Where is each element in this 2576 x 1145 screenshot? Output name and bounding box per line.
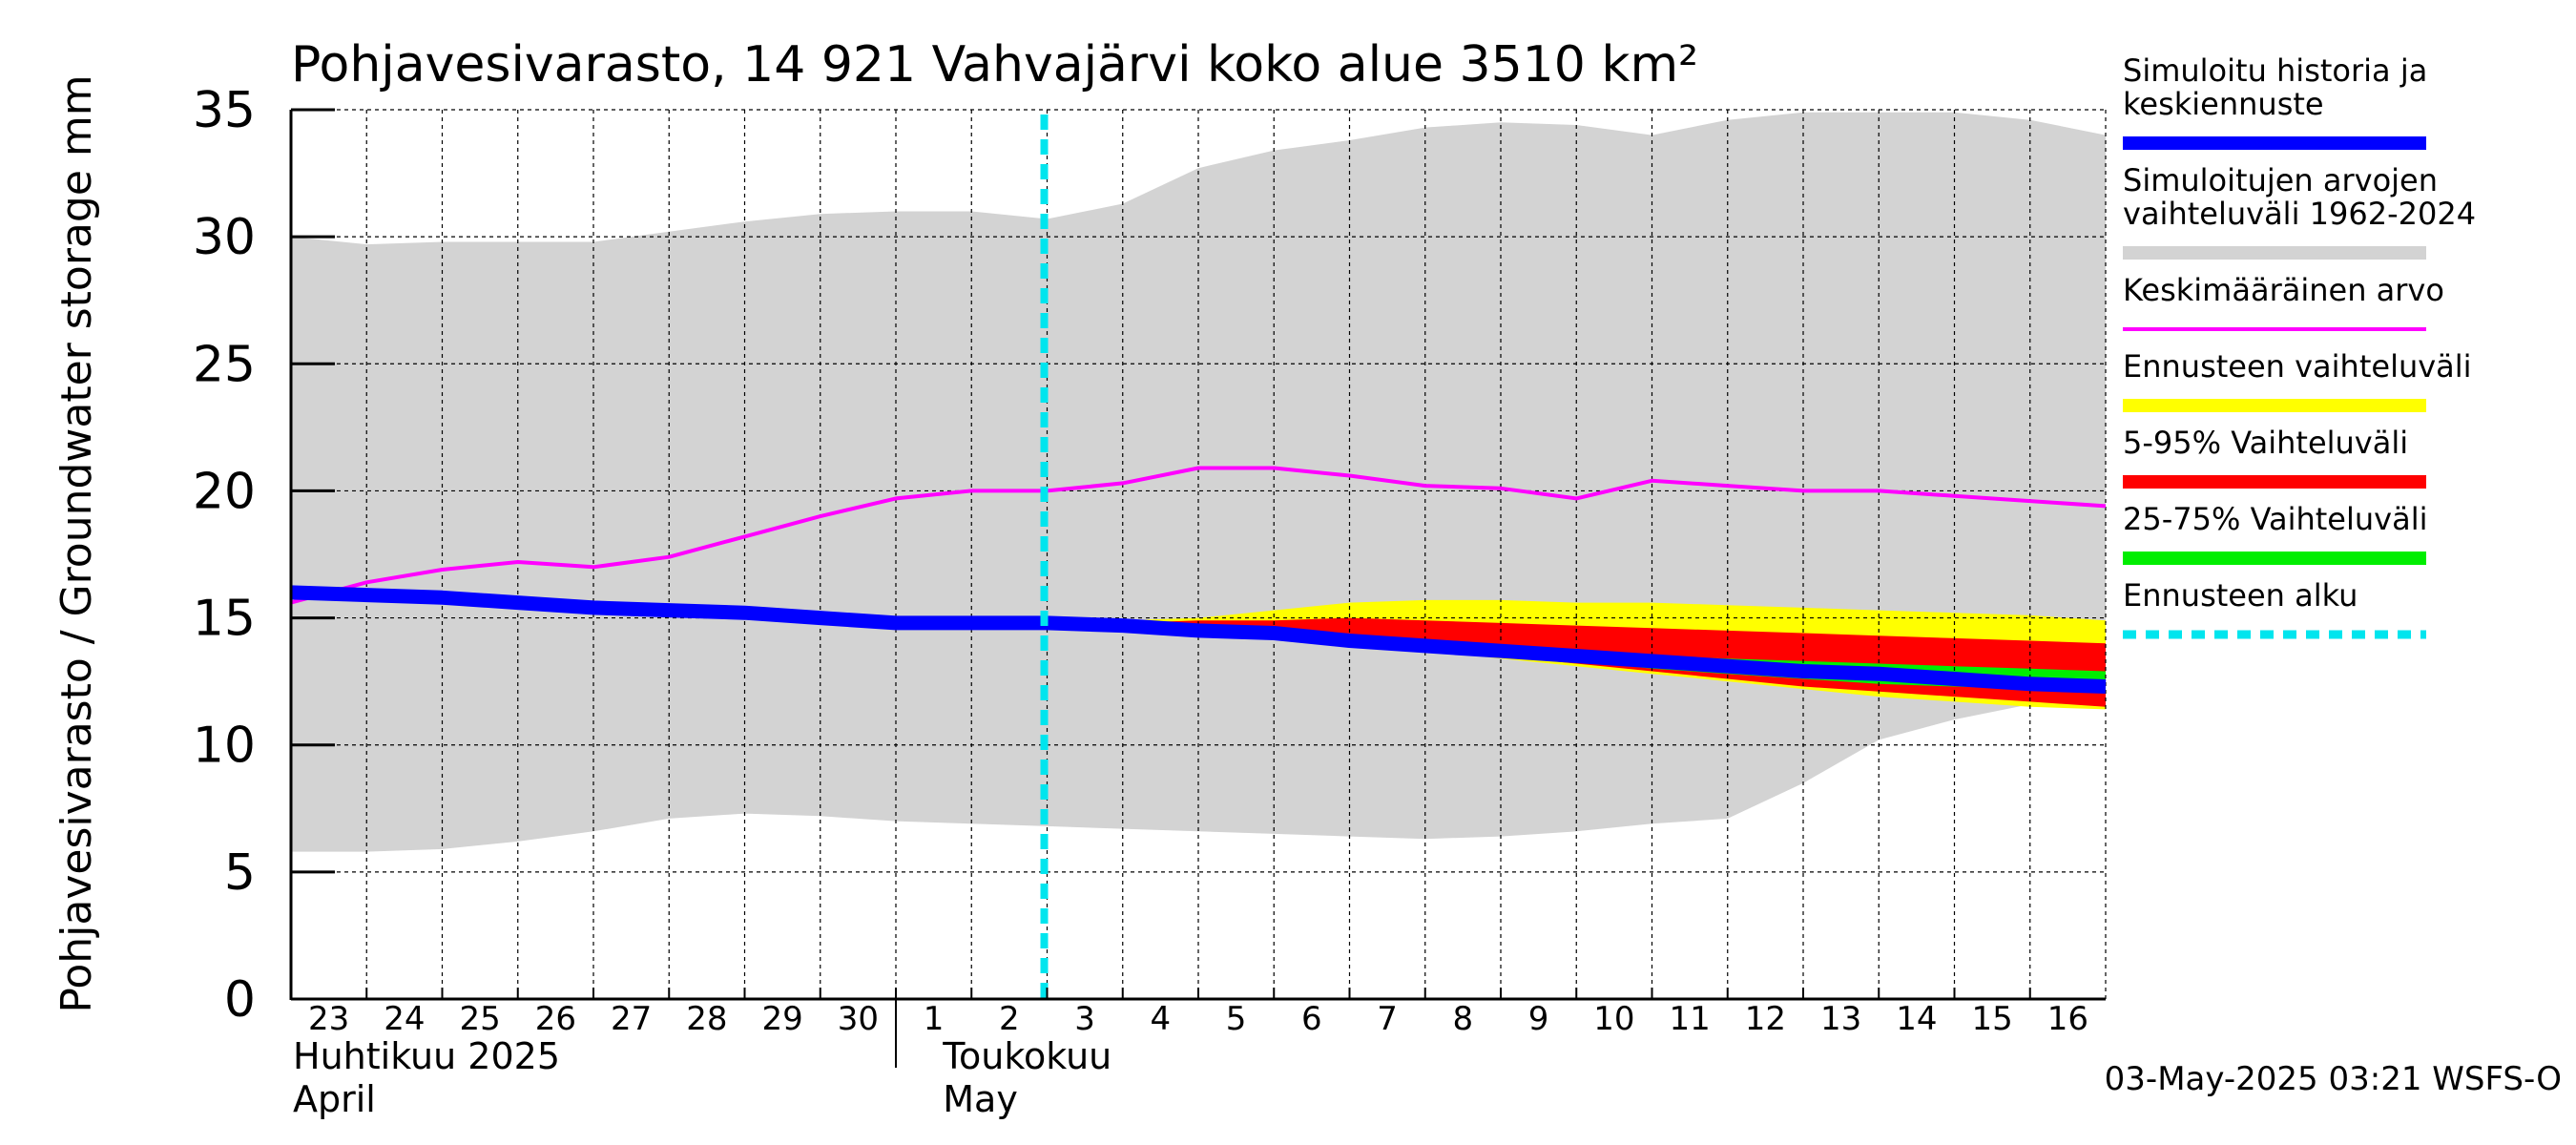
x-tick-label: 23 <box>308 1000 349 1038</box>
legend-label: Simuloitujen arvojen <box>2123 162 2438 198</box>
band-0 <box>291 112 2106 852</box>
month-label-fi: Toukokuu <box>942 1035 1111 1077</box>
x-tick-label: 29 <box>761 1000 802 1038</box>
x-tick-label: 27 <box>611 1000 652 1038</box>
legend-label: 5-95% Vaihteluväli <box>2123 425 2408 461</box>
y-tick-label: 0 <box>224 971 256 1029</box>
timestamp-footer: 03-May-2025 03:21 WSFS-O <box>2105 1060 2562 1098</box>
x-tick-label: 11 <box>1669 1000 1710 1038</box>
y-tick-label: 25 <box>193 336 256 393</box>
y-tick-label: 15 <box>193 591 256 648</box>
x-tick-label: 12 <box>1745 1000 1786 1038</box>
x-tick-label: 26 <box>535 1000 576 1038</box>
x-tick-label: 1 <box>924 1000 945 1038</box>
x-tick-label: 3 <box>1074 1000 1095 1038</box>
legend-label: Simuloitu historia ja <box>2123 52 2427 89</box>
chart-title: Pohjavesivarasto, 14 921 Vahvajärvi koko… <box>291 36 1698 94</box>
x-tick-label: 14 <box>1896 1000 1937 1038</box>
x-tick-label: 15 <box>1971 1000 2012 1038</box>
month-label-en: April <box>293 1078 376 1120</box>
x-tick-label: 16 <box>2047 1000 2088 1038</box>
x-tick-label: 24 <box>384 1000 425 1038</box>
x-tick-label: 6 <box>1301 1000 1322 1038</box>
x-tick-label: 13 <box>1820 1000 1861 1038</box>
y-tick-label: 30 <box>193 209 256 266</box>
y-tick-label: 5 <box>224 844 256 902</box>
x-tick-label: 4 <box>1151 1000 1172 1038</box>
y-axis-label: Pohjavesivarasto / Groundwater storage m… <box>52 74 101 1012</box>
month-label-en: May <box>943 1078 1018 1120</box>
y-tick-label: 35 <box>193 82 256 139</box>
series-line-mean <box>290 466 2107 605</box>
legend-label: vaihteluväli 1962-2024 <box>2123 196 2476 232</box>
series-line-main <box>290 585 2107 694</box>
x-tick-label: 25 <box>459 1000 500 1038</box>
legend-label: 25-75% Vaihteluväli <box>2123 501 2427 537</box>
y-tick-label: 10 <box>193 718 256 775</box>
legend-label: Keskimääräinen arvo <box>2123 272 2444 308</box>
x-tick-label: 5 <box>1226 1000 1247 1038</box>
bands-layer <box>291 112 2106 852</box>
x-tick-label: 2 <box>999 1000 1020 1038</box>
grid-layer <box>291 109 2107 999</box>
x-tick-label: 8 <box>1453 1000 1474 1038</box>
y-tick-label: 20 <box>193 463 256 520</box>
legend-label: keskiennuste <box>2123 86 2324 122</box>
x-tick-label: 10 <box>1593 1000 1634 1038</box>
x-tick-label: 7 <box>1377 1000 1398 1038</box>
legend-label: Ennusteen alku <box>2123 577 2358 614</box>
x-tick-label: 30 <box>838 1000 879 1038</box>
x-tick-label: 28 <box>686 1000 727 1038</box>
x-tick-label: 9 <box>1528 1000 1549 1038</box>
legend-label: Ennusteen vaihteluväli <box>2123 348 2472 385</box>
lines-layer <box>290 114 2107 999</box>
month-label-fi: Huhtikuu 2025 <box>293 1035 560 1077</box>
